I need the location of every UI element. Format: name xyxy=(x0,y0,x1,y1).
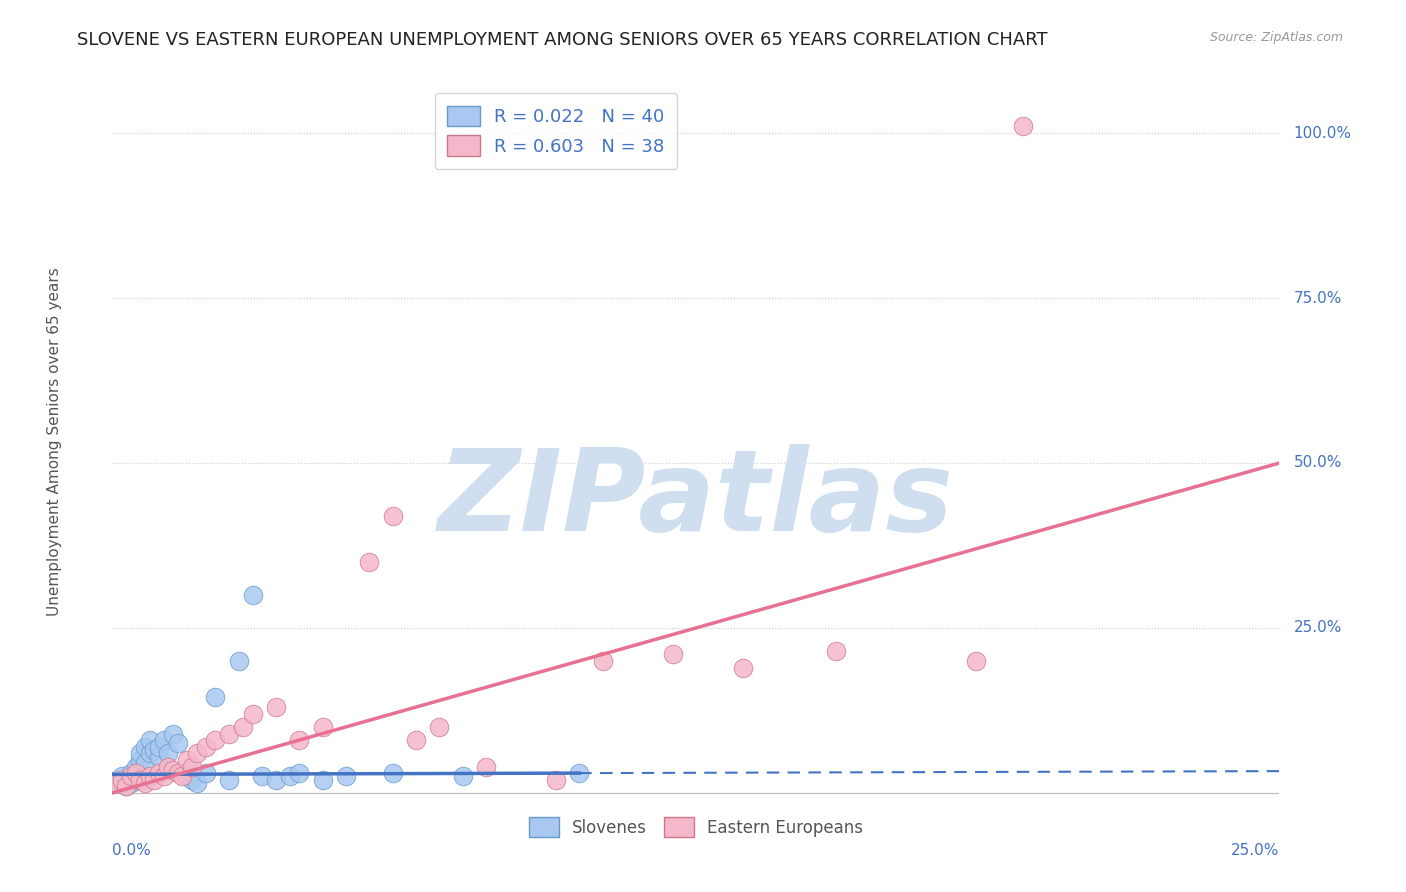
Point xyxy=(381,766,404,780)
Point xyxy=(120,776,142,790)
Point xyxy=(359,555,381,569)
Point xyxy=(381,508,404,523)
Point xyxy=(427,720,450,734)
Text: 75.0%: 75.0% xyxy=(1294,291,1341,306)
Point xyxy=(264,700,287,714)
Point xyxy=(242,588,264,602)
Point xyxy=(228,654,250,668)
Point xyxy=(172,766,194,780)
Point xyxy=(105,772,128,787)
Text: 25.0%: 25.0% xyxy=(1294,621,1341,635)
Text: ZIPatlas: ZIPatlas xyxy=(437,444,955,555)
Text: 50.0%: 50.0% xyxy=(1294,456,1341,470)
Point xyxy=(475,759,498,773)
Point xyxy=(218,772,240,787)
Point xyxy=(264,772,287,787)
Point xyxy=(134,756,156,771)
Point xyxy=(731,660,754,674)
Point xyxy=(153,733,176,747)
Point xyxy=(129,753,152,767)
Point xyxy=(148,739,170,754)
Text: 25.0%: 25.0% xyxy=(1232,843,1279,857)
Text: 100.0%: 100.0% xyxy=(1294,126,1351,141)
Point xyxy=(125,772,148,787)
Point xyxy=(111,776,134,790)
Point xyxy=(139,769,162,783)
Point xyxy=(176,769,198,783)
Point xyxy=(218,726,240,740)
Point xyxy=(166,766,188,780)
Point xyxy=(186,776,208,790)
Point xyxy=(111,769,134,783)
Point xyxy=(1011,120,1033,134)
Point xyxy=(134,776,156,790)
Point xyxy=(111,772,134,787)
Point xyxy=(134,739,156,754)
Point xyxy=(278,769,301,783)
Point xyxy=(568,766,591,780)
Text: SLOVENE VS EASTERN EUROPEAN UNEMPLOYMENT AMONG SENIORS OVER 65 YEARS CORRELATION: SLOVENE VS EASTERN EUROPEAN UNEMPLOYMENT… xyxy=(77,31,1047,49)
Point xyxy=(115,780,138,794)
Point xyxy=(162,763,184,777)
Point xyxy=(204,733,226,747)
Point xyxy=(288,733,311,747)
Point xyxy=(204,690,226,705)
Point xyxy=(143,743,166,757)
Point xyxy=(148,749,170,764)
Point xyxy=(544,772,567,787)
Point xyxy=(661,648,683,662)
Point xyxy=(157,747,180,761)
Point xyxy=(172,769,194,783)
Point xyxy=(139,747,162,761)
Point xyxy=(166,736,188,750)
Point xyxy=(115,780,138,794)
Point xyxy=(139,733,162,747)
Point xyxy=(153,769,176,783)
Point xyxy=(157,759,180,773)
Point xyxy=(115,772,138,787)
Point xyxy=(311,720,333,734)
Point xyxy=(592,654,614,668)
Point xyxy=(105,776,128,790)
Point xyxy=(288,766,311,780)
Point xyxy=(405,733,427,747)
Text: Source: ZipAtlas.com: Source: ZipAtlas.com xyxy=(1209,31,1343,45)
Point xyxy=(180,772,202,787)
Legend: Slovenes, Eastern Europeans: Slovenes, Eastern Europeans xyxy=(520,809,872,845)
Text: Unemployment Among Seniors over 65 years: Unemployment Among Seniors over 65 years xyxy=(46,268,62,615)
Point xyxy=(143,772,166,787)
Point xyxy=(120,766,142,780)
Point xyxy=(186,747,208,761)
Point xyxy=(335,769,357,783)
Point xyxy=(162,726,184,740)
Point xyxy=(176,753,198,767)
Point xyxy=(965,654,987,668)
Point xyxy=(129,772,152,787)
Point xyxy=(825,644,848,658)
Point xyxy=(129,747,152,761)
Point xyxy=(311,772,333,787)
Point xyxy=(125,759,148,773)
Point xyxy=(194,766,217,780)
Point xyxy=(194,739,217,754)
Point xyxy=(232,720,254,734)
Point xyxy=(120,769,142,783)
Point xyxy=(250,769,273,783)
Point xyxy=(125,766,148,780)
Point xyxy=(148,766,170,780)
Point xyxy=(451,769,474,783)
Point xyxy=(180,759,202,773)
Text: 0.0%: 0.0% xyxy=(112,843,152,857)
Point xyxy=(242,706,264,721)
